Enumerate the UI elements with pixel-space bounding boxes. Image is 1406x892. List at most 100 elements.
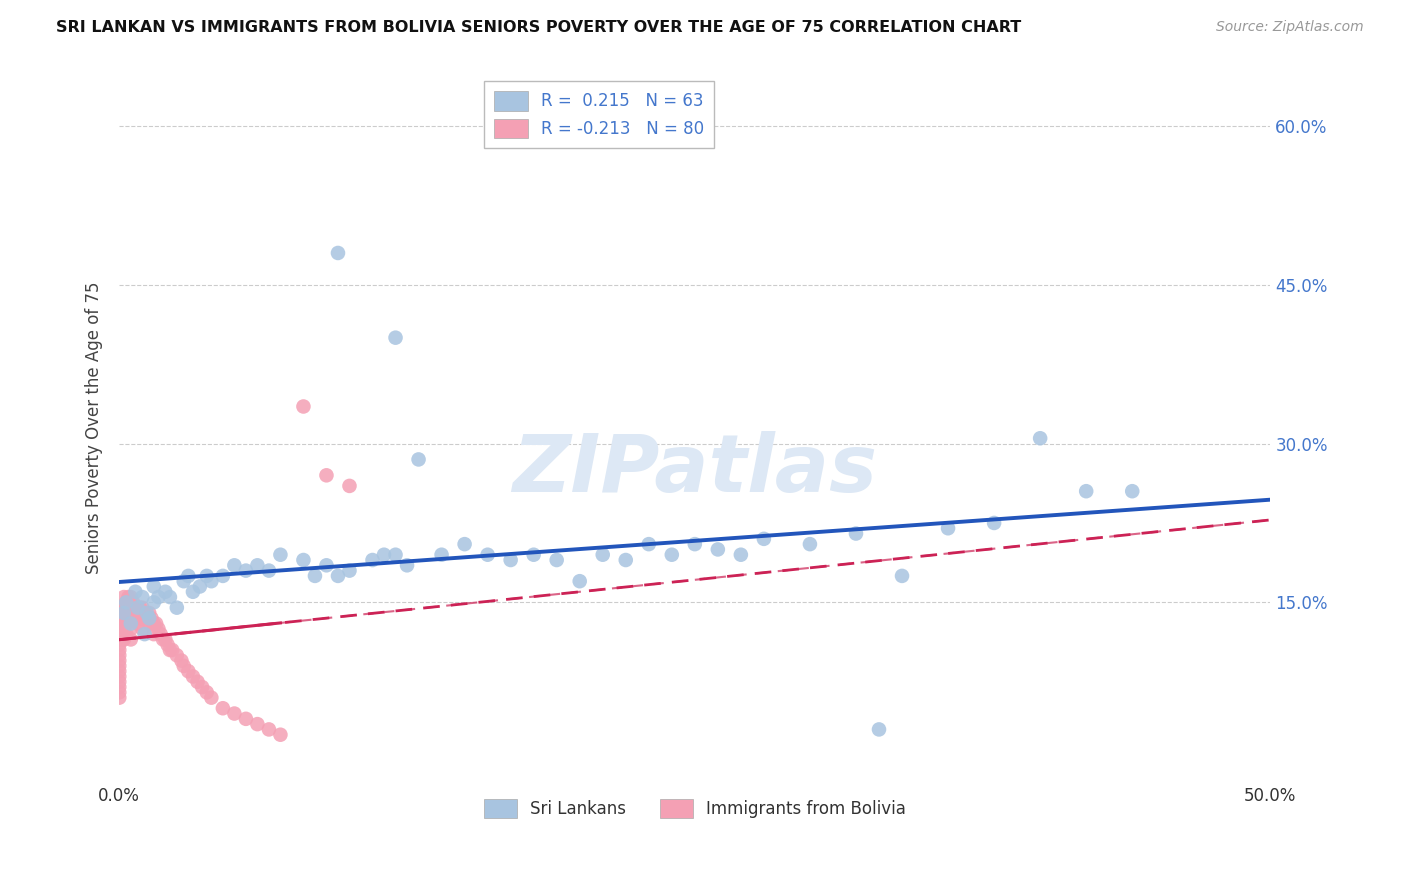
Point <box>115 595 138 609</box>
Point <box>212 701 235 715</box>
Point <box>235 712 257 726</box>
Point <box>1029 431 1052 445</box>
Point <box>408 452 430 467</box>
Point <box>152 632 174 647</box>
Point <box>112 632 135 647</box>
Point <box>166 648 188 663</box>
Point <box>315 468 337 483</box>
Point <box>637 537 659 551</box>
Point <box>127 616 149 631</box>
Point <box>195 569 218 583</box>
Text: SRI LANKAN VS IMMIGRANTS FROM BOLIVIA SENIORS POVERTY OVER THE AGE OF 75 CORRELA: SRI LANKAN VS IMMIGRANTS FROM BOLIVIA SE… <box>56 20 1022 35</box>
Point <box>453 537 475 551</box>
Point <box>112 611 135 625</box>
Point <box>112 590 135 604</box>
Point <box>120 590 142 604</box>
Point <box>187 674 209 689</box>
Point <box>257 564 280 578</box>
Point <box>120 616 142 631</box>
Point <box>108 664 131 678</box>
Point <box>868 723 890 737</box>
Point <box>135 611 157 625</box>
Point <box>799 537 821 551</box>
Point <box>177 569 200 583</box>
Point <box>127 600 149 615</box>
Point <box>112 622 135 636</box>
Point <box>124 611 146 625</box>
Point <box>568 574 591 589</box>
Point <box>149 627 172 641</box>
Point <box>730 548 752 562</box>
Point <box>326 246 349 260</box>
Point <box>129 600 152 615</box>
Point <box>108 690 131 705</box>
Point <box>127 606 149 620</box>
Point <box>141 611 163 625</box>
Point <box>108 638 131 652</box>
Point <box>108 643 131 657</box>
Legend: Sri Lankans, Immigrants from Bolivia: Sri Lankans, Immigrants from Bolivia <box>477 792 912 825</box>
Point <box>339 564 361 578</box>
Point <box>115 627 138 641</box>
Point <box>936 521 959 535</box>
Point <box>110 600 132 615</box>
Point <box>108 659 131 673</box>
Y-axis label: Seniors Poverty Over the Age of 75: Seniors Poverty Over the Age of 75 <box>86 281 103 574</box>
Point <box>110 632 132 647</box>
Point <box>499 553 522 567</box>
Point <box>159 590 181 604</box>
Point <box>181 669 204 683</box>
Point <box>200 690 222 705</box>
Point <box>155 584 177 599</box>
Point <box>142 579 165 593</box>
Point <box>108 674 131 689</box>
Point <box>339 479 361 493</box>
Point <box>120 611 142 625</box>
Point <box>845 526 868 541</box>
Point <box>246 558 269 573</box>
Point <box>160 643 183 657</box>
Point <box>142 616 165 631</box>
Point <box>108 627 131 641</box>
Point <box>108 685 131 699</box>
Point <box>166 600 188 615</box>
Point <box>124 584 146 599</box>
Point <box>108 606 131 620</box>
Point <box>523 548 546 562</box>
Point <box>131 611 153 625</box>
Point <box>135 606 157 620</box>
Point <box>170 654 193 668</box>
Point <box>326 569 349 583</box>
Point <box>131 590 153 604</box>
Text: Source: ZipAtlas.com: Source: ZipAtlas.com <box>1216 20 1364 34</box>
Point <box>661 548 683 562</box>
Point <box>384 331 406 345</box>
Point <box>108 632 131 647</box>
Point <box>108 680 131 694</box>
Point <box>108 669 131 683</box>
Point <box>148 590 170 604</box>
Point <box>134 606 156 620</box>
Point <box>117 590 139 604</box>
Point <box>122 606 145 620</box>
Point <box>269 548 291 562</box>
Point <box>546 553 568 567</box>
Point <box>191 680 214 694</box>
Point <box>108 654 131 668</box>
Point <box>108 648 131 663</box>
Point <box>120 632 142 647</box>
Point <box>891 569 914 583</box>
Point <box>159 643 181 657</box>
Point <box>1121 484 1143 499</box>
Point <box>430 548 453 562</box>
Point <box>124 600 146 615</box>
Point <box>1076 484 1098 499</box>
Point <box>292 553 315 567</box>
Point <box>983 516 1005 530</box>
Point <box>142 627 165 641</box>
Point <box>142 595 165 609</box>
Point <box>138 616 160 631</box>
Point <box>224 558 246 573</box>
Point <box>145 616 167 631</box>
Point <box>120 622 142 636</box>
